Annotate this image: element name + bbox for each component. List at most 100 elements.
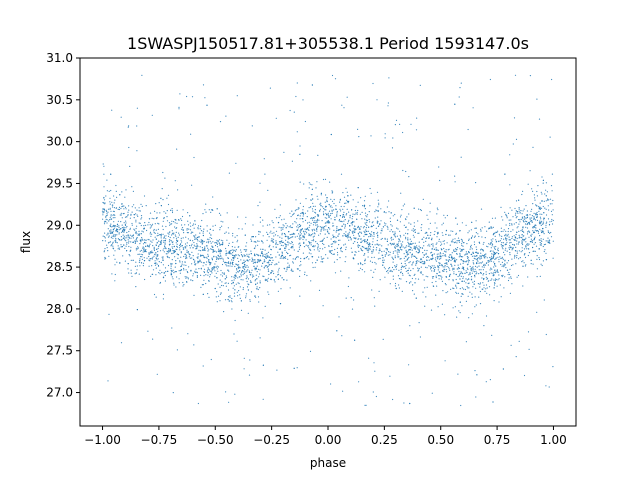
data-point [246, 275, 248, 277]
data-point [475, 232, 477, 234]
data-point [162, 171, 164, 174]
data-point [211, 272, 213, 274]
data-point [431, 392, 433, 394]
data-point [294, 210, 296, 212]
data-point [525, 248, 528, 250]
data-point [501, 256, 503, 258]
data-point [108, 255, 110, 257]
data-point [282, 245, 284, 247]
data-point [344, 261, 346, 263]
data-point [305, 257, 307, 259]
data-point [544, 243, 547, 245]
data-point [462, 267, 465, 269]
data-point [221, 244, 223, 246]
data-point [454, 264, 456, 266]
data-point [168, 250, 170, 252]
data-point [148, 255, 150, 258]
data-point [251, 257, 253, 259]
data-point [322, 211, 325, 213]
data-point [258, 240, 260, 242]
data-point [274, 281, 276, 283]
data-point [460, 275, 462, 277]
data-point [210, 209, 213, 211]
data-point [109, 217, 111, 219]
data-point [382, 226, 385, 228]
data-point [124, 224, 127, 226]
data-point [378, 290, 380, 292]
data-point [127, 211, 129, 213]
data-point [204, 246, 206, 248]
data-point [455, 291, 457, 293]
data-point [470, 279, 472, 281]
data-point [104, 256, 106, 259]
data-point [549, 203, 552, 205]
data-point [321, 258, 323, 260]
data-point [175, 231, 177, 233]
data-point [220, 255, 222, 257]
data-point [255, 241, 257, 243]
data-point [329, 206, 331, 208]
data-point [417, 269, 420, 271]
data-point [498, 261, 500, 263]
data-point [442, 222, 444, 224]
data-point [205, 256, 207, 258]
data-point [112, 232, 114, 234]
data-point [240, 300, 242, 302]
data-point [138, 210, 140, 212]
data-point [372, 246, 375, 248]
data-point [220, 292, 222, 294]
data-point [500, 257, 502, 260]
data-point [540, 230, 542, 232]
data-point [186, 228, 188, 230]
data-point [264, 305, 266, 307]
data-point [252, 224, 254, 226]
data-point [239, 266, 241, 268]
data-point [333, 198, 335, 201]
data-point [426, 237, 428, 239]
data-point [405, 245, 408, 247]
data-point [470, 244, 472, 246]
data-point [503, 287, 505, 289]
data-point [212, 241, 214, 243]
data-point [409, 261, 411, 263]
data-point [136, 237, 138, 239]
data-point [169, 251, 171, 253]
data-point [278, 248, 280, 250]
data-point [283, 225, 285, 227]
data-point [192, 273, 194, 275]
data-point [420, 271, 422, 273]
data-point [224, 299, 227, 301]
data-point [285, 227, 287, 229]
data-point [141, 256, 143, 258]
data-point [456, 223, 458, 225]
data-point [322, 248, 324, 250]
data-point [285, 246, 287, 248]
data-point [176, 253, 178, 255]
data-point [144, 250, 146, 252]
data-point [535, 213, 537, 215]
data-point [461, 267, 463, 269]
data-point [114, 199, 116, 201]
data-point [181, 215, 184, 218]
data-point [498, 240, 500, 242]
data-point [178, 278, 180, 280]
data-point [120, 244, 122, 246]
data-point [458, 275, 461, 277]
data-point [287, 236, 289, 238]
data-point [511, 283, 513, 285]
data-point [143, 239, 146, 241]
data-point [516, 211, 519, 213]
data-point [396, 227, 398, 229]
data-point [517, 243, 520, 245]
data-point [393, 269, 395, 271]
data-point [407, 270, 409, 272]
data-point [442, 270, 444, 272]
data-point [398, 284, 400, 286]
data-point [244, 223, 246, 225]
data-point [346, 96, 348, 98]
data-point [488, 273, 490, 275]
data-point [144, 222, 146, 224]
data-point [495, 231, 497, 233]
data-point [316, 214, 318, 216]
data-point [540, 238, 542, 240]
